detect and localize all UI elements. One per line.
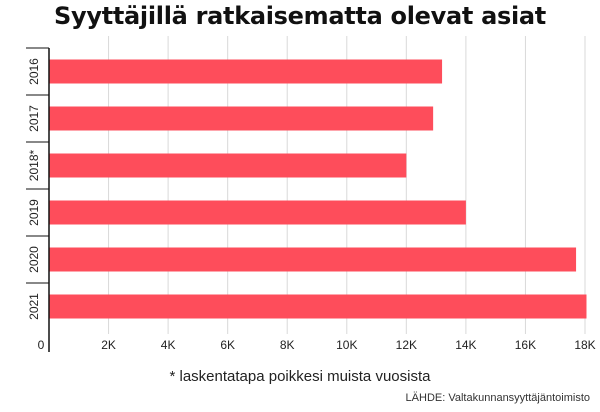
source-credit: LÄHDE: Valtakunnansyyttäjäntoimisto: [405, 392, 590, 404]
category-labels: 2016 2017 2018* 2019 2020 2021: [26, 47, 49, 320]
x-tick-label: 18K: [574, 338, 595, 352]
x-tick-labels: 0 2K 4K 6K 8K 10K 12K 14K 16K 18K: [38, 338, 596, 352]
x-tick-label: 0: [38, 338, 45, 352]
x-tick-label: 14K: [455, 338, 476, 352]
footnote: * laskentatapa poikkesi muista vuosista: [169, 368, 431, 385]
bar-2018-star: [49, 153, 407, 178]
category-label: 2017: [27, 105, 41, 132]
bar-2021: [49, 294, 587, 319]
category-label: 2020: [27, 246, 41, 273]
bar-2016: [49, 59, 443, 84]
x-tick-label: 12K: [396, 338, 417, 352]
x-tick-label: 2K: [101, 338, 116, 352]
x-tick-label: 4K: [161, 338, 176, 352]
category-label: 2019: [27, 199, 41, 226]
x-tick-label: 10K: [336, 338, 357, 352]
bar-2017: [49, 106, 434, 131]
chart-title: Syyttäjillä ratkaisematta olevat asiat: [54, 2, 546, 30]
bars: [49, 59, 587, 319]
category-label: 2018*: [27, 149, 41, 181]
category-label: 2016: [27, 58, 41, 85]
x-tick-label: 16K: [515, 338, 536, 352]
x-tick-label: 8K: [280, 338, 295, 352]
bar-2020: [49, 247, 577, 272]
bar-2019: [49, 200, 466, 225]
category-label: 2021: [27, 293, 41, 320]
x-tick-label: 6K: [220, 338, 235, 352]
gridlines: [108, 36, 586, 334]
